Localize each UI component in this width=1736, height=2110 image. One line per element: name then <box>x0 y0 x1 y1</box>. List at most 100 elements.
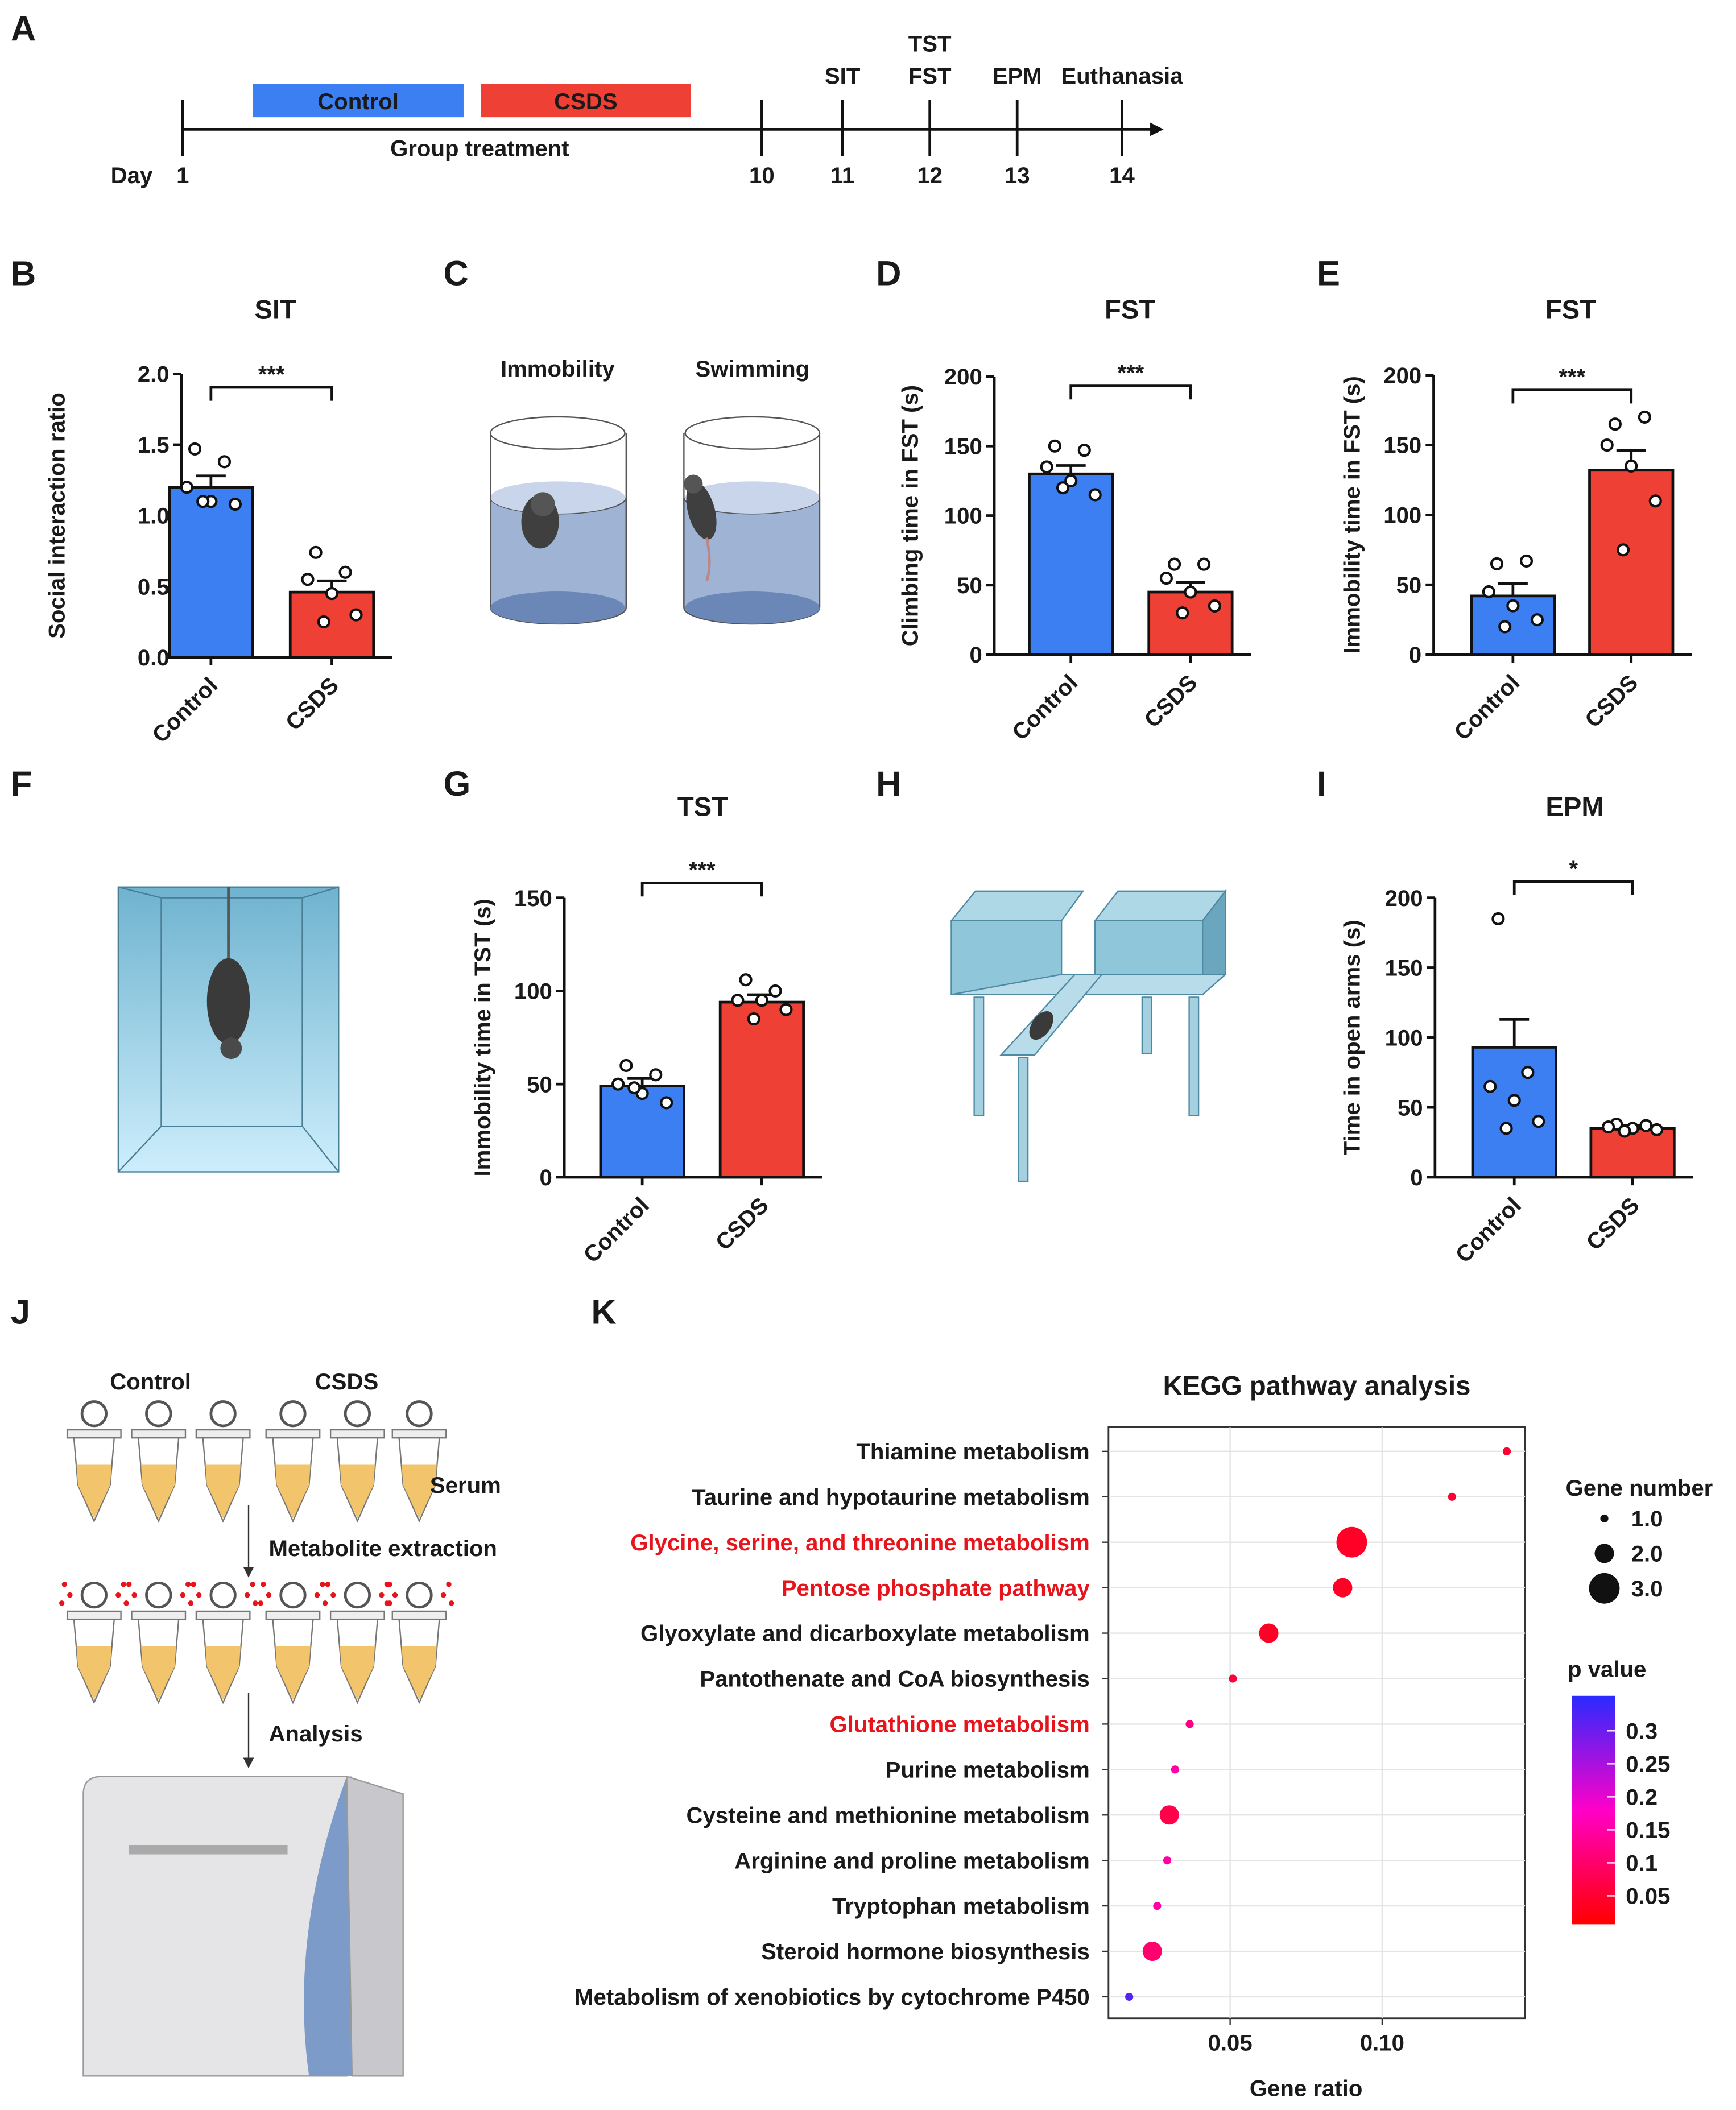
significance-label: * <box>1569 856 1578 882</box>
metabolite <box>61 1581 68 1587</box>
y-tick-label: 200 <box>1385 886 1423 911</box>
y-tick-label: 50 <box>1398 1095 1423 1120</box>
panel-letter: D <box>876 254 901 293</box>
tube-rim <box>131 1610 187 1620</box>
metabolite <box>123 1600 129 1606</box>
significance-label: *** <box>1559 364 1585 390</box>
colorbar-tick-label: 0.2 <box>1626 1785 1658 1810</box>
data-point <box>1498 620 1512 634</box>
group-label: CSDS <box>554 89 618 114</box>
metabolite <box>185 1581 191 1587</box>
data-point <box>1602 1120 1615 1134</box>
tube-rim <box>329 1429 385 1439</box>
data-point <box>217 455 232 469</box>
y-axis-label: Immobility time in TST (s) <box>470 899 495 1176</box>
panel-letter: J <box>11 1292 30 1331</box>
y-tick-label: 2.0 <box>138 362 170 387</box>
significance-label: *** <box>258 362 285 387</box>
y-tick-label: Purine metabolism <box>886 1757 1090 1782</box>
y-tick-label: 150 <box>1385 955 1423 981</box>
timeline-arrow <box>1150 122 1164 136</box>
tube-rim <box>66 1429 122 1439</box>
tube-rim <box>391 1429 447 1439</box>
bubble <box>1448 1492 1456 1501</box>
data-point <box>1638 410 1651 424</box>
panel-letter: B <box>11 254 36 293</box>
data-point <box>1088 488 1102 502</box>
chart-title: KEGG pathway analysis <box>1163 1371 1471 1401</box>
group-label: Control <box>317 89 399 114</box>
metabolite <box>261 1581 266 1587</box>
tube-cap <box>406 1581 433 1609</box>
size-legend-dot <box>1589 1573 1620 1604</box>
bar <box>168 486 254 659</box>
serum <box>402 1646 437 1700</box>
y-tick-label: 100 <box>944 503 982 529</box>
y-axis-label: Immobility time in FST (s) <box>1340 376 1365 653</box>
data-point <box>1530 613 1544 627</box>
data-point <box>338 565 352 579</box>
significance-label: *** <box>1117 360 1144 386</box>
data-point <box>779 1003 793 1016</box>
size-legend-label: 1.0 <box>1631 1506 1663 1532</box>
serum <box>340 1646 375 1700</box>
condition-label: Swimming <box>695 356 809 382</box>
y-tick-label: Arginine and proline metabolism <box>734 1848 1090 1873</box>
x-tick-label: CSDS <box>280 672 344 735</box>
serum <box>340 1464 375 1519</box>
data-point <box>1048 439 1061 453</box>
data-point <box>301 573 315 586</box>
tube-rim <box>329 1610 385 1620</box>
bar <box>1147 590 1234 656</box>
bubble <box>1229 1674 1237 1683</box>
tube-rim <box>66 1610 122 1620</box>
serum <box>275 1646 311 1700</box>
event-label: Euthanasia <box>1061 63 1183 89</box>
y-tick-label: 150 <box>1383 433 1421 458</box>
data-point <box>1176 606 1189 620</box>
y-tick-label: Glyoxylate and dicarboxylate metabolism <box>640 1621 1090 1646</box>
tube-rim <box>265 1429 321 1439</box>
bar <box>288 590 375 659</box>
data-point <box>1208 599 1222 613</box>
y-tick-label: 100 <box>1383 503 1421 528</box>
data-point <box>649 1068 663 1082</box>
x-axis-label: Gene ratio <box>1250 2076 1363 2101</box>
error-bar <box>1056 464 1086 474</box>
day-number: 13 <box>1005 163 1030 188</box>
size-legend-dot <box>1594 1544 1614 1563</box>
colorbar-tick-label: 0.25 <box>1626 1752 1670 1777</box>
metabolite <box>314 1592 320 1598</box>
chart-title: TST <box>677 792 728 822</box>
y-tick-label: 1.5 <box>138 432 170 458</box>
y-tick-label: 100 <box>514 979 552 1004</box>
tube-cap <box>209 1400 237 1428</box>
y-tick-label: 0.0 <box>138 645 170 671</box>
metabolite <box>126 1581 132 1587</box>
metabolite <box>266 1592 272 1598</box>
condition-label: Immobility <box>501 356 615 382</box>
period-label: Group treatment <box>390 136 569 162</box>
tube-rim <box>265 1610 321 1620</box>
y-axis-label: Social interaction ratio <box>44 392 69 639</box>
tube-cap <box>80 1581 108 1609</box>
data-point <box>1519 554 1534 568</box>
bubble <box>1142 1941 1162 1962</box>
y-tick-label: 1.0 <box>138 503 170 529</box>
panel-letter: I <box>1317 764 1326 804</box>
data-point <box>747 1012 760 1026</box>
bubble <box>1336 1526 1367 1558</box>
y-tick-label: Pantothenate and CoA biosynthesis <box>700 1666 1089 1692</box>
data-point <box>1159 572 1173 585</box>
y-tick-label: Cysteine and methionine metabolism <box>686 1802 1089 1828</box>
y-tick-label: Glutathione metabolism <box>830 1712 1090 1737</box>
metabolite <box>387 1581 392 1587</box>
charts: SIT Social interaction ratio 0.0 0.5 1.0 1.5 2… <box>44 295 1713 2101</box>
metabolite <box>121 1581 127 1587</box>
panel-letter: K <box>591 1292 616 1331</box>
group-label: CSDS <box>315 1369 379 1395</box>
plot-area <box>1107 1426 1526 2020</box>
data-point <box>1499 1122 1513 1135</box>
error-bar <box>196 474 226 487</box>
